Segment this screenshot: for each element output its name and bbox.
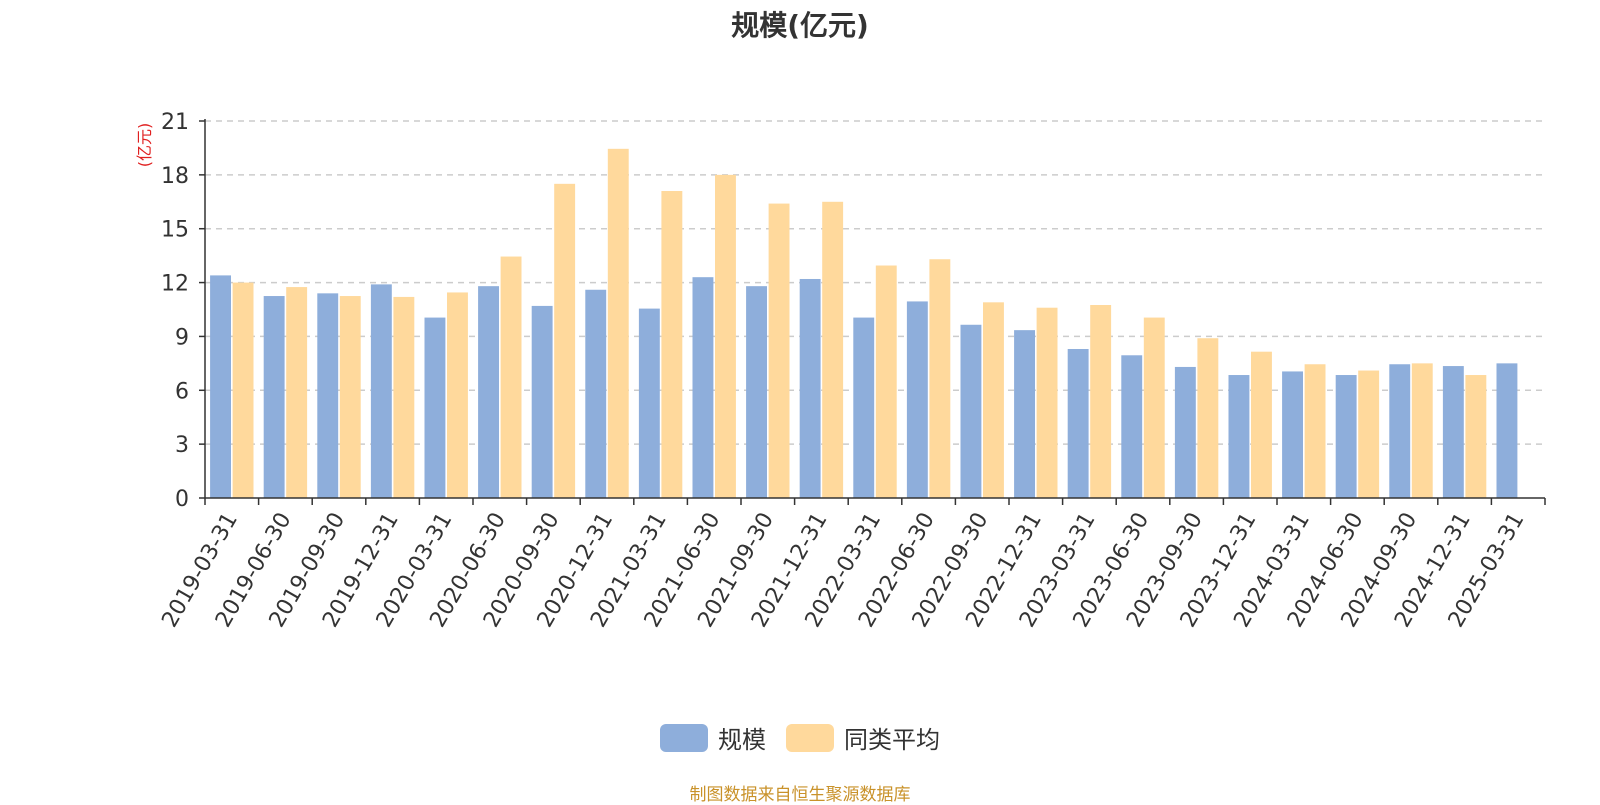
bar-peer-average[interactable] — [1143, 317, 1165, 498]
y-tick-label: 18 — [161, 164, 189, 189]
bar-scale[interactable] — [1174, 366, 1196, 498]
bar-scale[interactable] — [424, 317, 446, 498]
bar-scale[interactable] — [1496, 363, 1518, 498]
bar-peer-average[interactable] — [607, 148, 629, 499]
bar-scale[interactable] — [692, 277, 714, 498]
y-tick-label: 21 — [161, 110, 189, 135]
bar-scale[interactable] — [263, 296, 285, 498]
y-tick-label: 6 — [175, 379, 189, 404]
legend-swatch-scale — [660, 723, 708, 752]
bar-scale[interactable] — [1389, 364, 1411, 498]
y-axis-title: (亿元) — [135, 123, 154, 168]
bar-scale[interactable] — [1121, 355, 1143, 498]
bar-peer-average[interactable] — [1304, 364, 1326, 498]
bar-peer-average[interactable] — [1411, 363, 1433, 498]
bar-peer-average[interactable] — [1251, 351, 1272, 498]
legend-item-peer-average[interactable]: 同类平均 — [786, 720, 940, 755]
bar-peer-average[interactable] — [232, 282, 254, 498]
bar-scale[interactable] — [960, 324, 982, 498]
y-tick-label: 0 — [175, 487, 189, 512]
bar-peer-average[interactable] — [875, 265, 897, 498]
bar-peer-average[interactable] — [339, 296, 361, 498]
bar-scale[interactable] — [1335, 375, 1357, 498]
y-tick-label: 3 — [175, 433, 189, 458]
bar-scale[interactable] — [1282, 371, 1303, 498]
bar-peer-average[interactable] — [1090, 305, 1112, 498]
bar-scale[interactable] — [1442, 366, 1464, 498]
legend-item-scale[interactable]: 规模 — [660, 720, 766, 755]
bar-scale[interactable] — [638, 308, 660, 498]
chart-title: 规模(亿元) — [731, 9, 869, 42]
bar-scale[interactable] — [853, 317, 875, 498]
bar-peer-average[interactable] — [1197, 338, 1219, 498]
bar-scale[interactable] — [585, 289, 607, 498]
bar-peer-average[interactable] — [286, 287, 308, 498]
bar-peer-average[interactable] — [447, 292, 468, 498]
bar-scale[interactable] — [746, 286, 767, 498]
bar-scale[interactable] — [210, 275, 231, 498]
legend-label-peer-average: 同类平均 — [844, 726, 940, 754]
bar-peer-average[interactable] — [1465, 375, 1487, 498]
bar-peer-average[interactable] — [554, 183, 576, 499]
bar-scale[interactable] — [317, 293, 339, 498]
y-tick-label: 15 — [161, 218, 189, 243]
legend-swatch-peer-average — [786, 723, 834, 752]
legend-label-scale: 规模 — [718, 726, 766, 754]
bar-peer-average[interactable] — [715, 174, 736, 498]
bar-peer-average[interactable] — [393, 296, 415, 498]
bars — [210, 148, 1518, 499]
bar-peer-average[interactable] — [768, 203, 790, 499]
bar-scale[interactable] — [1067, 348, 1089, 498]
bar-scale[interactable] — [799, 278, 821, 498]
bar-peer-average[interactable] — [1358, 370, 1380, 498]
bar-peer-average[interactable] — [929, 259, 951, 498]
bar-peer-average[interactable] — [822, 201, 844, 499]
bar-scale[interactable] — [1228, 375, 1250, 498]
bar-scale[interactable] — [1014, 330, 1035, 498]
y-tick-label: 12 — [161, 272, 189, 297]
bar-scale[interactable] — [906, 301, 928, 498]
bar-scale[interactable] — [531, 305, 553, 498]
bar-peer-average[interactable] — [500, 256, 522, 498]
bar-chart: 0369121518212019-03-312019-06-302019-09-… — [135, 110, 1546, 632]
bar-peer-average[interactable] — [983, 302, 1004, 498]
axes: 0369121518212019-03-312019-06-302019-09-… — [157, 110, 1546, 632]
bar-peer-average[interactable] — [661, 191, 683, 498]
source-note: 制图数据来自恒生聚源数据库 — [689, 785, 911, 805]
legend: 规模 同类平均 — [0, 720, 1600, 755]
bar-peer-average[interactable] — [1036, 307, 1058, 498]
bar-scale[interactable] — [370, 284, 392, 498]
bar-scale[interactable] — [478, 286, 499, 498]
y-tick-label: 9 — [175, 325, 189, 350]
